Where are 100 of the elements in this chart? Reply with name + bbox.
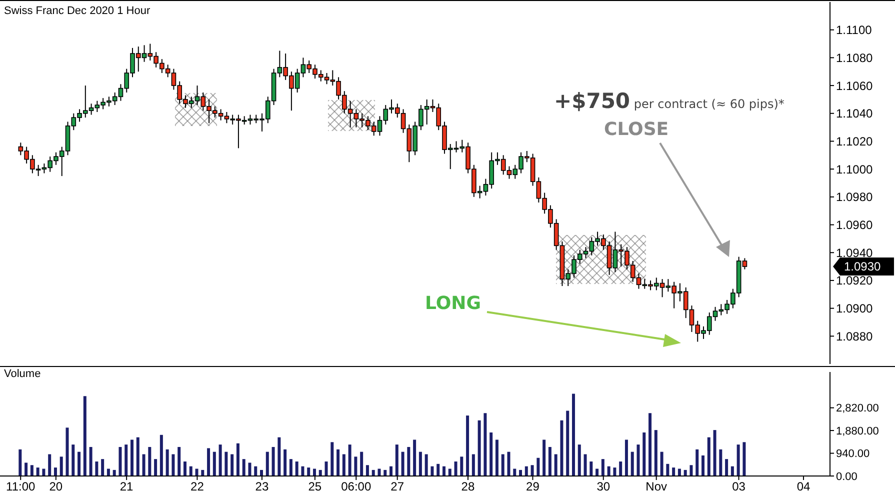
bar — [636, 444, 640, 476]
bar — [678, 468, 681, 476]
y-tick-label: 1.0980 — [836, 190, 874, 204]
y-tick-label: 1.1060 — [836, 78, 874, 93]
bar — [472, 454, 475, 476]
bar — [42, 468, 46, 476]
bar — [142, 454, 146, 476]
bar — [413, 440, 416, 476]
bar — [212, 452, 216, 476]
bar — [454, 461, 458, 476]
bar — [324, 461, 328, 476]
y-tick-label: 2,820.00 — [836, 402, 879, 415]
bar — [395, 444, 398, 476]
bar — [301, 466, 304, 476]
bar — [424, 454, 428, 476]
bar — [548, 446, 552, 476]
x-tick-label: 27 — [390, 480, 404, 494]
bar — [372, 470, 375, 476]
bar — [289, 459, 292, 476]
bar — [312, 468, 316, 476]
bar — [590, 461, 593, 476]
y-tick-label: 1.1100 — [836, 23, 872, 38]
y-tick-label: 1,880.00 — [836, 425, 879, 438]
bar — [24, 462, 28, 476]
y-tick-label: 1.0960 — [836, 218, 874, 232]
bar — [218, 444, 222, 476]
x-tick-label: 11:00 — [6, 480, 36, 494]
bar — [542, 440, 546, 476]
bar — [460, 456, 464, 476]
bar — [524, 466, 528, 476]
bar — [224, 452, 228, 476]
bar — [189, 466, 192, 476]
bar — [630, 452, 634, 476]
bar — [536, 458, 540, 476]
bar — [178, 446, 181, 476]
x-tick-label: 28 — [461, 480, 475, 494]
x-tick-label: 30 — [596, 480, 610, 494]
bar — [466, 416, 470, 476]
bar — [336, 449, 340, 476]
bar — [560, 420, 564, 476]
bar — [154, 459, 158, 476]
bar — [236, 443, 240, 476]
bar — [530, 465, 534, 476]
bar — [725, 459, 728, 476]
bar — [318, 470, 322, 476]
bar — [166, 449, 169, 476]
bar — [578, 444, 581, 476]
bar — [330, 442, 334, 476]
bar — [384, 470, 387, 476]
bar — [83, 396, 86, 476]
y-tick-label: 1.0880 — [836, 329, 874, 344]
bar — [136, 437, 140, 476]
bar — [101, 459, 104, 476]
bar — [566, 410, 570, 476]
bar — [72, 444, 75, 476]
x-tick-label: 04 — [796, 480, 811, 494]
bar — [254, 466, 258, 476]
bar — [401, 452, 404, 476]
bar — [418, 452, 422, 476]
bar — [707, 437, 710, 476]
bar — [513, 468, 516, 476]
x-tick-label: 25 — [308, 480, 322, 494]
bar — [248, 462, 252, 476]
y-tick-label: 940.00 — [836, 448, 870, 460]
bar — [624, 440, 628, 476]
bar — [112, 470, 116, 476]
bar — [207, 448, 210, 476]
y-tick-label: 1.0920 — [836, 274, 874, 288]
bar — [654, 430, 658, 476]
bar — [130, 440, 134, 476]
bar — [60, 456, 63, 476]
bar — [666, 464, 670, 476]
bar — [89, 446, 92, 476]
bar — [284, 449, 287, 476]
bar — [448, 468, 452, 476]
bar — [160, 434, 163, 476]
bar — [307, 468, 310, 476]
bar — [407, 446, 410, 476]
bar — [266, 452, 269, 476]
bar — [701, 455, 704, 476]
bar — [195, 468, 198, 476]
bar — [148, 446, 152, 476]
bar — [201, 470, 204, 476]
x-tick-label: 03 — [732, 480, 746, 494]
annotation: CLOSE — [604, 119, 669, 140]
bar — [719, 449, 722, 476]
bar — [366, 465, 369, 476]
bar — [278, 437, 281, 476]
bar — [648, 413, 652, 476]
x-tick-label: 20 — [49, 480, 63, 494]
bar — [730, 466, 734, 476]
text: 1.0930 — [844, 260, 882, 274]
bar — [601, 459, 604, 476]
bar — [390, 466, 393, 476]
chart-title: Volume — [4, 368, 41, 380]
bar — [613, 468, 616, 476]
bar — [672, 468, 676, 476]
bar — [572, 394, 575, 476]
bar — [442, 466, 446, 476]
bar — [742, 442, 746, 476]
